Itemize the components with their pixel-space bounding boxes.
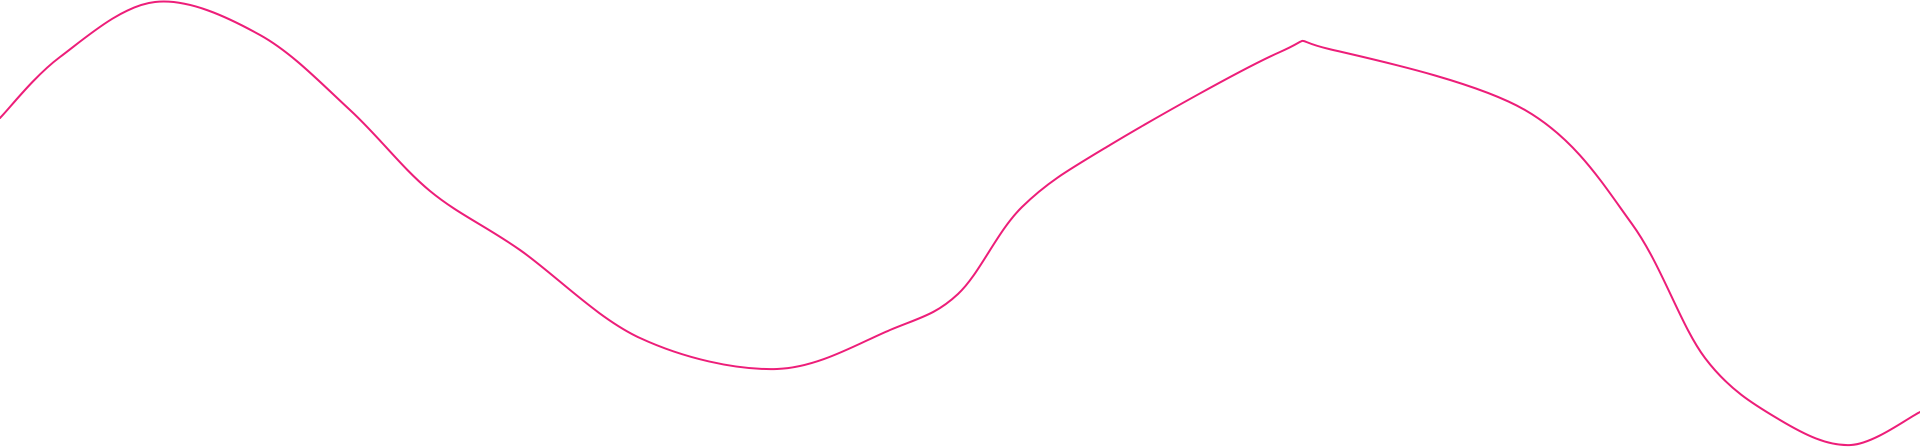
decorative-wave-canvas xyxy=(0,0,1920,447)
decorative-wave-line xyxy=(0,0,1920,447)
